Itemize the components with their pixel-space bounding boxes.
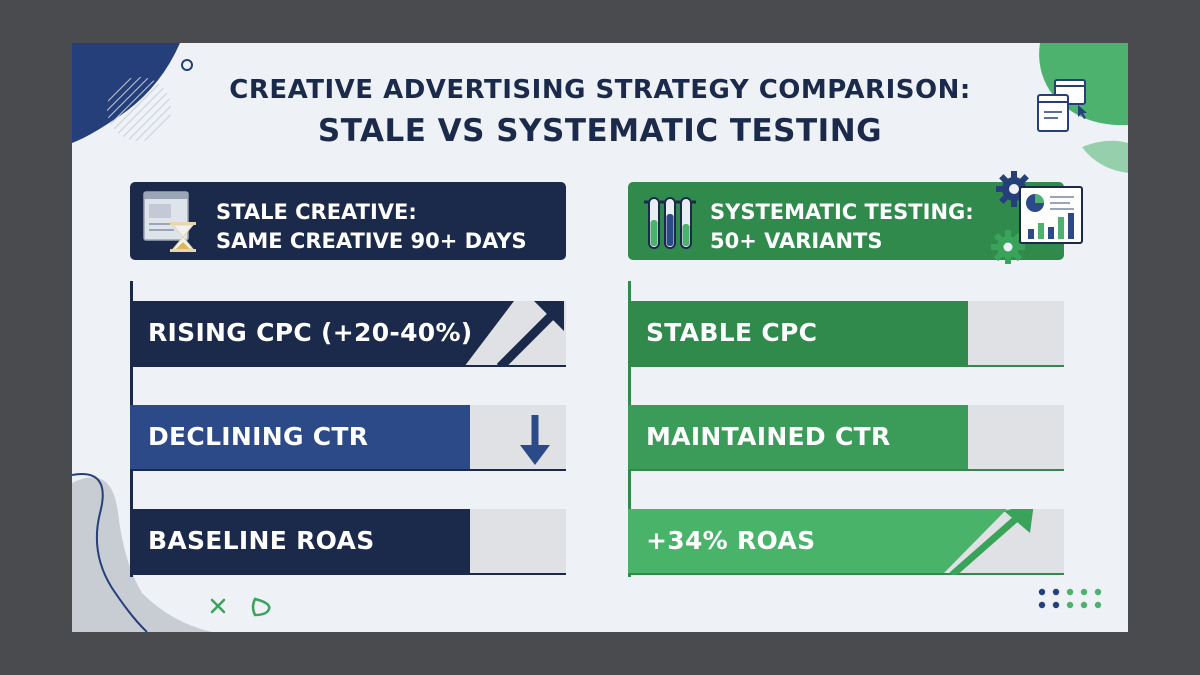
title-line-1: CREATIVE ADVERTISING STRATEGY COMPARISON… bbox=[229, 75, 971, 105]
bar-baseline bbox=[628, 469, 1064, 471]
dot-grid bbox=[1038, 588, 1102, 609]
small-ring bbox=[181, 59, 193, 71]
bar-maintained-ctr: MAINTAINED CTR bbox=[628, 405, 1064, 471]
bar-label: DECLINING CTR bbox=[148, 422, 369, 451]
bar-fill bbox=[130, 509, 470, 575]
hourglass-ad-icon bbox=[143, 191, 196, 252]
analytics-gears-icon bbox=[991, 171, 1083, 264]
bar-fill bbox=[130, 301, 514, 367]
triangle-mark-icon bbox=[251, 597, 271, 617]
test-tubes-icon bbox=[644, 197, 696, 249]
decorative-background bbox=[72, 43, 1128, 632]
up-arrow-icon bbox=[949, 509, 1034, 575]
bar-label: MAINTAINED CTR bbox=[646, 422, 891, 451]
gear-icon bbox=[991, 230, 1025, 264]
bar-baseline bbox=[628, 573, 1064, 575]
bar-baseline bbox=[628, 365, 1064, 367]
corner-blob-grey bbox=[72, 477, 212, 632]
hatched-circle bbox=[107, 77, 171, 141]
infographic-card: CREATIVE ADVERTISING STRATEGY COMPARISON… bbox=[72, 43, 1128, 632]
browser-windows-icon bbox=[1037, 79, 1087, 132]
bar-fill bbox=[628, 301, 968, 367]
bar-label: +34% ROAS bbox=[646, 526, 816, 555]
bar-baseline bbox=[130, 469, 566, 471]
bar-label: RISING CPC (+20-40%) bbox=[148, 318, 473, 347]
bar-declining-ctr: DECLINING CTR bbox=[130, 405, 566, 471]
title-line-2: STALE VS SYSTEMATIC TESTING bbox=[317, 113, 883, 149]
systematic-header-text: SYSTEMATIC TESTING: 50+ VARIANTS bbox=[710, 198, 974, 256]
bar-stable-cpc: STABLE CPC bbox=[628, 301, 1064, 367]
x-mark-icon bbox=[210, 598, 226, 614]
stale-header-text: STALE CREATIVE: SAME CREATIVE 90+ DAYS bbox=[216, 198, 527, 256]
up-arrow-icon bbox=[496, 301, 564, 367]
bar-fill bbox=[130, 405, 470, 471]
systematic-header-line-1: SYSTEMATIC TESTING: bbox=[710, 200, 974, 224]
systematic-header-line-2: 50+ VARIANTS bbox=[710, 229, 883, 253]
bar-baseline-roas: BASELINE ROAS bbox=[130, 509, 566, 575]
bar-baseline bbox=[130, 365, 566, 367]
stale-header-line-1: STALE CREATIVE: bbox=[216, 200, 417, 224]
bar-rising-cpc: RISING CPC (+20-40%) bbox=[130, 301, 566, 367]
wave-line bbox=[72, 473, 148, 632]
down-arrow-icon bbox=[520, 415, 550, 465]
green-swoosh bbox=[1082, 140, 1128, 173]
bar-baseline bbox=[130, 573, 566, 575]
bar-roas-gain: +34% ROAS bbox=[628, 509, 1064, 575]
bar-label: BASELINE ROAS bbox=[148, 526, 375, 555]
stale-creative-header: STALE CREATIVE: SAME CREATIVE 90+ DAYS bbox=[130, 182, 566, 260]
stale-header-line-2: SAME CREATIVE 90+ DAYS bbox=[216, 229, 527, 253]
bar-fill bbox=[628, 405, 968, 471]
bar-fill bbox=[628, 509, 1007, 575]
bar-label: STABLE CPC bbox=[646, 318, 818, 347]
